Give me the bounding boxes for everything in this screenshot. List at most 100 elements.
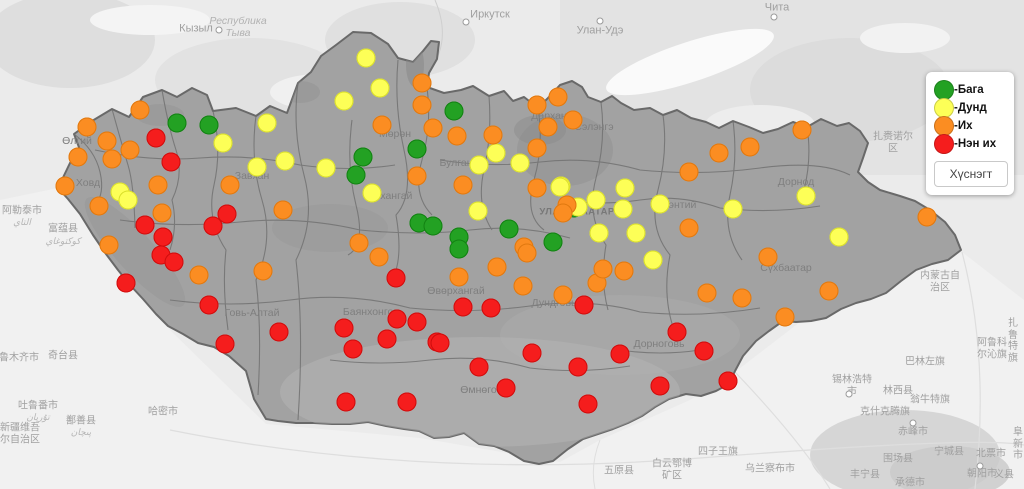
- map-marker-nen-ikh[interactable]: [387, 309, 407, 329]
- map-marker-ikh[interactable]: [130, 100, 150, 120]
- map-marker-ikh[interactable]: [152, 203, 172, 223]
- map-marker-nen-ikh[interactable]: [386, 268, 406, 288]
- map-marker-baga[interactable]: [444, 101, 464, 121]
- map-marker-ikh[interactable]: [89, 196, 109, 216]
- map-marker-dund[interactable]: [486, 143, 506, 163]
- map-marker-baga[interactable]: [167, 113, 187, 133]
- map-marker-dund[interactable]: [316, 158, 336, 178]
- map-marker-ikh[interactable]: [453, 175, 473, 195]
- map-marker-dund[interactable]: [247, 157, 267, 177]
- map-marker-ikh[interactable]: [548, 87, 568, 107]
- map-marker-nen-ikh[interactable]: [481, 298, 501, 318]
- map-marker-dund[interactable]: [650, 194, 670, 214]
- map-marker-ikh[interactable]: [563, 110, 583, 130]
- map-marker-nen-ikh[interactable]: [667, 322, 687, 342]
- map-marker-nen-ikh[interactable]: [397, 392, 417, 412]
- map-marker-dund[interactable]: [362, 183, 382, 203]
- map-marker-ikh[interactable]: [917, 207, 937, 227]
- map-marker-ikh[interactable]: [553, 285, 573, 305]
- map-marker-nen-ikh[interactable]: [430, 333, 450, 353]
- map-marker-ikh[interactable]: [372, 115, 392, 135]
- map-marker-ikh[interactable]: [487, 257, 507, 277]
- map-marker-nen-ikh[interactable]: [343, 339, 363, 359]
- map-marker-ikh[interactable]: [99, 235, 119, 255]
- map-marker-dund[interactable]: [334, 91, 354, 111]
- map-marker-ikh[interactable]: [517, 243, 537, 263]
- map-marker-dund[interactable]: [469, 155, 489, 175]
- map-marker-ikh[interactable]: [369, 247, 389, 267]
- map-marker-ikh[interactable]: [189, 265, 209, 285]
- map-marker-nen-ikh[interactable]: [217, 204, 237, 224]
- map-marker-nen-ikh[interactable]: [650, 376, 670, 396]
- map-marker-nen-ikh[interactable]: [146, 128, 166, 148]
- map-marker-ikh[interactable]: [253, 261, 273, 281]
- map-marker-ikh[interactable]: [97, 131, 117, 151]
- map-marker-ikh[interactable]: [709, 143, 729, 163]
- map-marker-nen-ikh[interactable]: [718, 371, 738, 391]
- map-marker-nen-ikh[interactable]: [199, 295, 219, 315]
- map-marker-nen-ikh[interactable]: [574, 295, 594, 315]
- map-marker-nen-ikh[interactable]: [522, 343, 542, 363]
- map-marker-baga[interactable]: [499, 219, 519, 239]
- map-marker-ikh[interactable]: [513, 276, 533, 296]
- map-marker-baga[interactable]: [199, 115, 219, 135]
- map-marker-nen-ikh[interactable]: [161, 152, 181, 172]
- map-marker-ikh[interactable]: [775, 307, 795, 327]
- map-marker-ikh[interactable]: [55, 176, 75, 196]
- map-marker-nen-ikh[interactable]: [336, 392, 356, 412]
- map-marker-dund[interactable]: [615, 178, 635, 198]
- map-marker-dund[interactable]: [275, 151, 295, 171]
- map-marker-ikh[interactable]: [697, 283, 717, 303]
- map-marker-nen-ikh[interactable]: [578, 394, 598, 414]
- map-marker-nen-ikh[interactable]: [377, 329, 397, 349]
- map-marker-ikh[interactable]: [77, 117, 97, 137]
- map-marker-nen-ikh[interactable]: [469, 357, 489, 377]
- map-marker-ikh[interactable]: [483, 125, 503, 145]
- map-marker-ikh[interactable]: [614, 261, 634, 281]
- map-marker-dund[interactable]: [643, 250, 663, 270]
- map-marker-ikh[interactable]: [273, 200, 293, 220]
- map-marker-baga[interactable]: [423, 216, 443, 236]
- map-marker-nen-ikh[interactable]: [610, 344, 630, 364]
- map-marker-ikh[interactable]: [538, 117, 558, 137]
- map-marker-ikh[interactable]: [349, 233, 369, 253]
- map-marker-nen-ikh[interactable]: [203, 216, 223, 236]
- map-marker-ikh[interactable]: [423, 118, 443, 138]
- map-marker-ikh[interactable]: [68, 147, 88, 167]
- map-marker-ikh[interactable]: [593, 259, 613, 279]
- map-marker-dund[interactable]: [356, 48, 376, 68]
- map-marker-dund[interactable]: [213, 133, 233, 153]
- map-marker-dund[interactable]: [829, 227, 849, 247]
- map-marker-ikh[interactable]: [792, 120, 812, 140]
- map-marker-ikh[interactable]: [220, 175, 240, 195]
- map-marker-nen-ikh[interactable]: [135, 215, 155, 235]
- map-marker-dund[interactable]: [586, 190, 606, 210]
- map-marker-dund[interactable]: [796, 186, 816, 206]
- map-marker-nen-ikh[interactable]: [453, 297, 473, 317]
- map-marker-nen-ikh[interactable]: [407, 312, 427, 332]
- map-marker-dund[interactable]: [510, 153, 530, 173]
- map-marker-ikh[interactable]: [740, 137, 760, 157]
- map-marker-ikh[interactable]: [102, 149, 122, 169]
- table-button[interactable]: Хүснэгт: [934, 161, 1008, 187]
- map-marker-ikh[interactable]: [120, 140, 140, 160]
- map-marker-nen-ikh[interactable]: [334, 318, 354, 338]
- map-marker-ikh[interactable]: [732, 288, 752, 308]
- map-marker-dund[interactable]: [468, 201, 488, 221]
- map-marker-dund[interactable]: [723, 199, 743, 219]
- map-marker-ikh[interactable]: [527, 178, 547, 198]
- map-marker-nen-ikh[interactable]: [694, 341, 714, 361]
- map-marker-ikh[interactable]: [527, 95, 547, 115]
- map-marker-baga[interactable]: [346, 165, 366, 185]
- map-marker-dund[interactable]: [626, 223, 646, 243]
- map-marker-ikh[interactable]: [679, 162, 699, 182]
- map-marker-ikh[interactable]: [819, 281, 839, 301]
- map-marker-dund[interactable]: [613, 199, 633, 219]
- map-marker-ikh[interactable]: [412, 73, 432, 93]
- map-marker-baga[interactable]: [543, 232, 563, 252]
- map-marker-ikh[interactable]: [447, 126, 467, 146]
- map-marker-ikh[interactable]: [527, 138, 547, 158]
- map-marker-baga[interactable]: [407, 139, 427, 159]
- map-marker-nen-ikh[interactable]: [496, 378, 516, 398]
- map-marker-ikh[interactable]: [407, 166, 427, 186]
